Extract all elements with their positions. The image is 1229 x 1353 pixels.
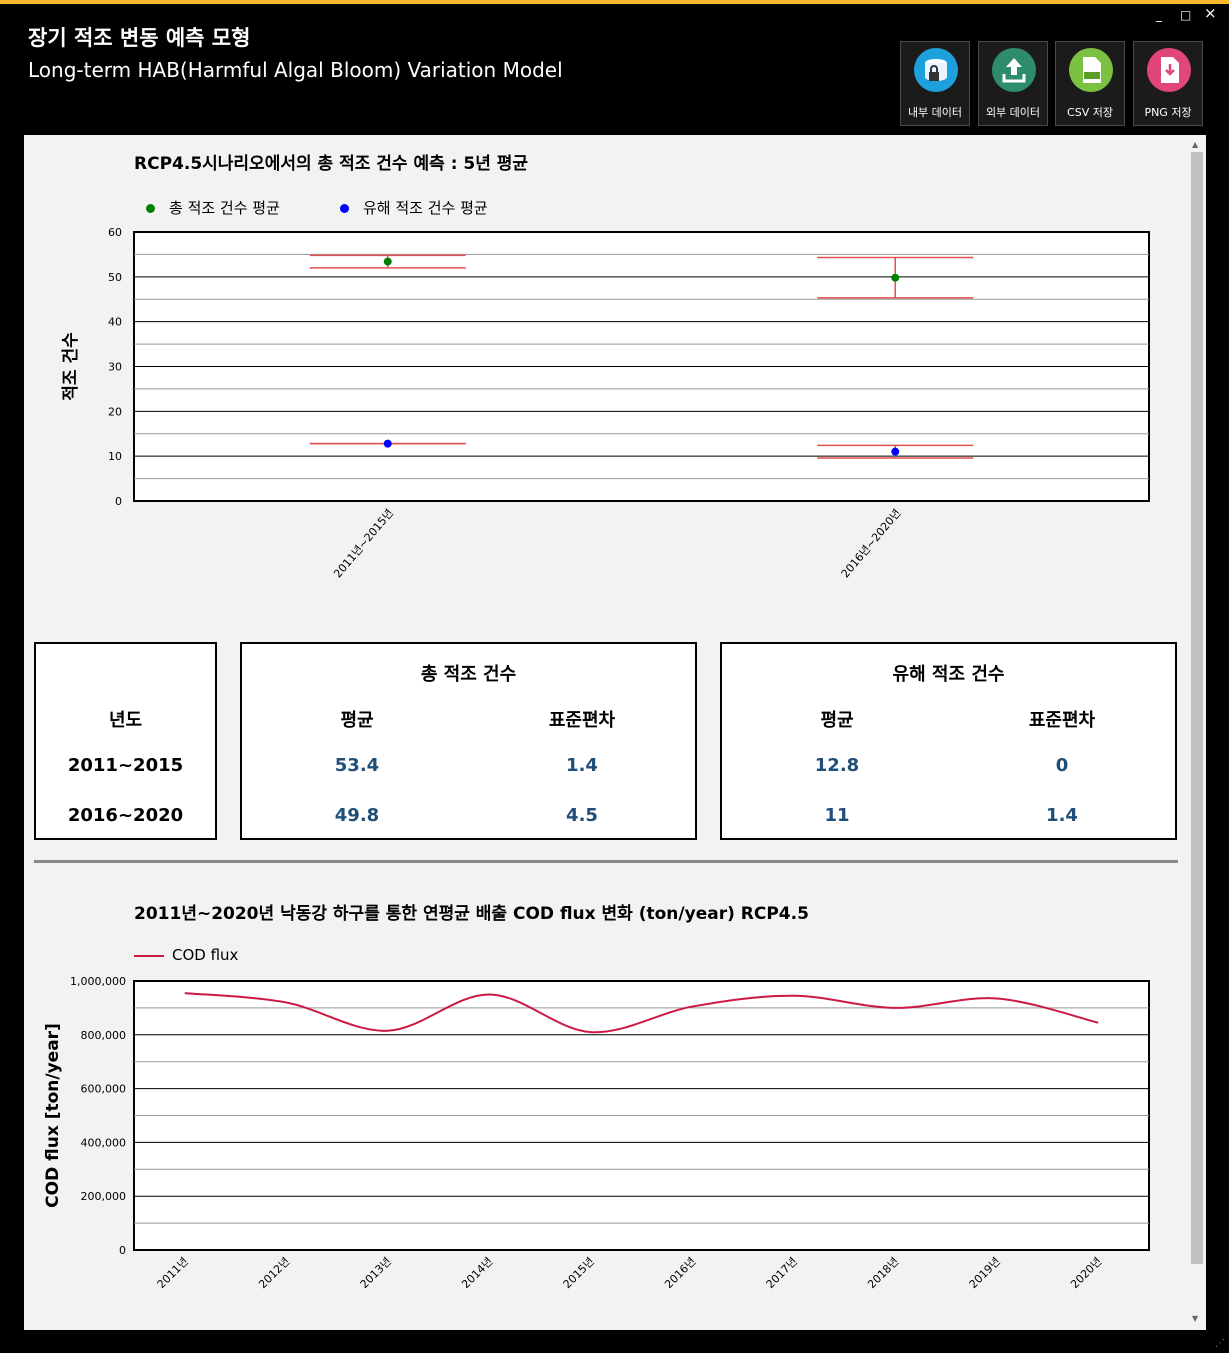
legend-label-cod: COD flux <box>172 946 239 964</box>
harmful-mean-header: 평균 <box>820 710 854 731</box>
harmful-mean-point <box>891 447 900 456</box>
cod-flux-line <box>184 992 1099 1034</box>
chart2-xtick-label: 2017년 <box>764 1255 800 1291</box>
harmful-table-title: 유해 적조 건수 <box>892 664 1005 685</box>
chart2-ytick-label: 400,000 <box>81 1136 127 1149</box>
year-header: 년도 <box>108 710 143 731</box>
chart2-ytick-label: 0 <box>119 1244 126 1257</box>
chart2-xtick-label: 2011년 <box>155 1255 191 1291</box>
png-save-label: PNG 저장 <box>1144 106 1192 119</box>
chart2-ytick-label: 800,000 <box>81 1029 127 1042</box>
database-lock-icon <box>914 48 958 92</box>
chart2-xtick-label: 2012년 <box>256 1255 292 1291</box>
chart1-ytick-label: 40 <box>108 316 122 329</box>
total-table-title: 총 적조 건수 <box>420 664 517 685</box>
chart1-ylabel: 적조 건수 <box>61 332 81 401</box>
png-file-icon <box>1147 48 1191 92</box>
legend-line-cod <box>134 954 164 957</box>
harmful-mean-1: 12.8 <box>814 755 860 776</box>
scroll-up-icon[interactable]: ▲ <box>1192 140 1199 149</box>
chart2-xtick-label: 2019년 <box>967 1255 1003 1291</box>
chart2-title: 2011년~2020년 낙동강 하구를 통한 연평균 배출 COD flux 변… <box>134 904 809 924</box>
vertical-scrollbar[interactable]: ▲ ▼ <box>1188 138 1205 1328</box>
total-sd-header: 표준편차 <box>548 710 616 731</box>
chart2-ytick-label: 200,000 <box>81 1190 127 1203</box>
chart2-xtick-label: 2016년 <box>662 1255 698 1291</box>
total-sd-1: 1.4 <box>566 755 598 776</box>
chart2-legend: COD flux <box>134 946 238 964</box>
chart2-ytick-label: 1,000,000 <box>70 975 126 988</box>
harmful-mean-2: 11 <box>824 805 850 826</box>
chart2-ytick-label: 600,000 <box>81 1083 127 1096</box>
app-subtitle: Long-term HAB(Harmful Algal Bloom) Varia… <box>28 58 563 82</box>
csv-file-icon <box>1069 48 1113 92</box>
accent-bar <box>0 0 1229 4</box>
chart2-xtick-label: 2013년 <box>358 1255 394 1291</box>
minimize-button[interactable]: _ <box>1156 8 1162 22</box>
chart1-ytick-label: 50 <box>108 271 122 284</box>
chart1-ytick-label: 10 <box>108 450 122 463</box>
png-save-button[interactable]: PNG 저장 <box>1133 41 1203 126</box>
legend-dot-harmful <box>340 204 349 213</box>
total-count-table: 총 적조 건수 평균 표준편차 53.4 1.4 49.8 4.5 <box>240 642 697 840</box>
chart1-ytick-label: 0 <box>115 495 122 508</box>
legend-label-harmful: 유해 적조 건수 평균 <box>363 199 488 217</box>
maximize-button[interactable]: □ <box>1180 8 1192 22</box>
scroll-down-icon[interactable]: ▼ <box>1192 1314 1199 1323</box>
legend-label-total: 총 적조 건수 평균 <box>169 199 280 217</box>
harmful-sd-2: 1.4 <box>1046 805 1078 826</box>
chart2-ylabel: COD flux [ton/year] <box>43 1023 63 1208</box>
chart1-ytick-label: 20 <box>108 405 122 418</box>
total-mean-point <box>891 273 900 282</box>
external-data-button[interactable]: 외부 데이터 <box>978 41 1048 126</box>
scrollbar-thumb[interactable] <box>1191 152 1203 1264</box>
external-data-label: 외부 데이터 <box>985 106 1041 119</box>
chart1-ytick-label: 30 <box>108 361 122 374</box>
harmful-count-table: 유해 적조 건수 평균 표준편차 12.8 0 11 1.4 <box>720 642 1177 840</box>
harmful-sd-1: 0 <box>1055 755 1069 776</box>
chart2-xtick-label: 2020년 <box>1068 1255 1104 1291</box>
chart2-xtick-label: 2018년 <box>865 1255 901 1291</box>
total-sd-2: 4.5 <box>566 805 598 826</box>
upload-icon <box>992 48 1036 92</box>
total-mean-2: 49.8 <box>334 805 380 826</box>
total-mean-1: 53.4 <box>334 755 380 776</box>
legend-dot-total <box>146 204 155 213</box>
chart1-title: RCP4.5시나리오에서의 총 적조 건수 예측 : 5년 평균 <box>134 154 529 174</box>
resize-grip-icon[interactable]: ⋰ <box>1215 1338 1225 1349</box>
year-table: 년도 2011~2015 2016~2020 <box>34 642 217 840</box>
chart2-xtick-label: 2015년 <box>561 1255 597 1291</box>
csv-save-label: CSV 저장 <box>1067 106 1113 119</box>
harmful-mean-point <box>383 439 392 448</box>
year-row-2: 2016~2020 <box>67 805 184 826</box>
total-mean-point <box>383 257 392 266</box>
chart1-legend-total: 총 적조 건수 평균 <box>146 197 280 218</box>
internal-data-button[interactable]: 내부 데이터 <box>900 41 970 126</box>
year-row-1: 2011~2015 <box>67 755 184 776</box>
chart1-ytick-label: 60 <box>108 226 122 239</box>
chart1-legend-harmful: 유해 적조 건수 평균 <box>340 197 488 218</box>
harmful-sd-header: 표준편차 <box>1028 710 1096 731</box>
total-mean-header: 평균 <box>340 710 374 731</box>
app-title: 장기 적조 변동 예측 모형 <box>28 26 251 50</box>
csv-save-button[interactable]: CSV 저장 <box>1055 41 1125 126</box>
chart2-xtick-label: 2014년 <box>459 1255 495 1291</box>
internal-data-label: 내부 데이터 <box>907 106 963 119</box>
section-divider <box>34 860 1178 863</box>
close-button[interactable]: × <box>1204 4 1217 22</box>
